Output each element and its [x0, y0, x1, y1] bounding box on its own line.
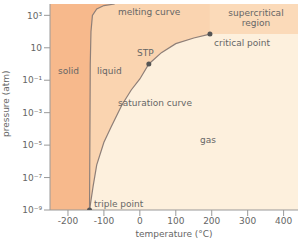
svg-text:10⁻⁹: 10⁻⁹ — [22, 205, 42, 215]
html-text:solid: solid — [58, 66, 79, 76]
svg-text:pressure (atm): pressure (atm) — [1, 70, 11, 137]
svg-text:300: 300 — [239, 216, 256, 226]
html-text:critical point: critical point — [214, 38, 270, 48]
svg-text:10⁻¹: 10⁻¹ — [22, 75, 42, 85]
svg-text:temperature (°C): temperature (°C) — [135, 229, 212, 239]
svg-text:100: 100 — [167, 216, 184, 226]
html-text:liquid: liquid — [97, 66, 122, 76]
html-text:STP: STP — [137, 48, 154, 58]
html-text:triple point: triple point — [94, 199, 144, 209]
html-text:region: region — [241, 18, 271, 28]
svg-text:10⁻⁷: 10⁻⁷ — [22, 173, 42, 183]
svg-text:-200: -200 — [58, 216, 79, 226]
svg-text:10: 10 — [31, 43, 43, 53]
html-text:supercritical: supercritical — [228, 8, 284, 18]
svg-text:-100: -100 — [94, 216, 115, 226]
svg-text:400: 400 — [275, 216, 292, 226]
html-text:saturation curve: saturation curve — [118, 98, 192, 108]
html-text:melting curve: melting curve — [118, 7, 181, 17]
svg-text:10⁻³: 10⁻³ — [22, 108, 42, 118]
html-text:gas: gas — [200, 135, 216, 145]
svg-text:200: 200 — [203, 216, 220, 226]
svg-text:10³: 10³ — [27, 11, 42, 21]
svg-text:0: 0 — [137, 216, 143, 226]
svg-text:10⁻⁵: 10⁻⁵ — [22, 140, 42, 150]
